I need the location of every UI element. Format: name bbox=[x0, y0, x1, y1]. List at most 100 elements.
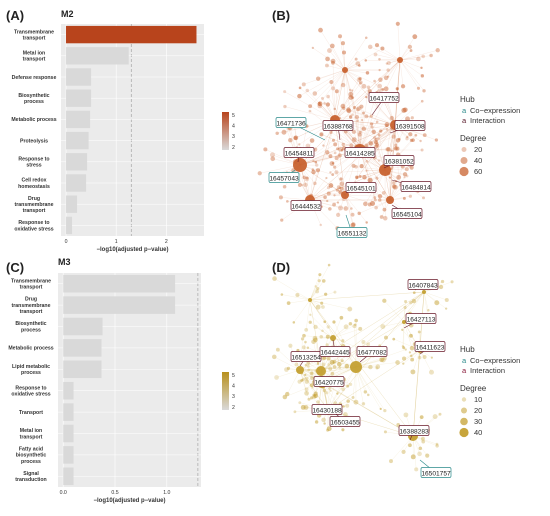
hub-label: 16503455 bbox=[330, 419, 360, 426]
network-edge bbox=[339, 36, 346, 71]
hub-label-box bbox=[398, 425, 430, 436]
network-edge bbox=[361, 124, 396, 167]
network-edge bbox=[399, 59, 404, 87]
network-node bbox=[320, 301, 324, 305]
hub-label-box bbox=[414, 341, 446, 352]
network-node bbox=[348, 88, 352, 92]
network-node bbox=[365, 95, 368, 99]
network-node bbox=[354, 318, 358, 323]
network-node bbox=[358, 326, 363, 331]
network-edge bbox=[276, 369, 301, 378]
network-node bbox=[321, 279, 326, 283]
category-label: Response to bbox=[15, 385, 46, 391]
network-edge bbox=[359, 125, 387, 151]
bar bbox=[63, 339, 102, 357]
hub-edge bbox=[321, 291, 425, 383]
network-node bbox=[364, 143, 369, 148]
network-node bbox=[280, 218, 284, 222]
network-edge bbox=[387, 59, 401, 77]
hub-edge bbox=[321, 381, 414, 437]
network-node bbox=[303, 182, 308, 188]
network-node bbox=[313, 181, 317, 186]
network-edge bbox=[309, 280, 324, 301]
network-node bbox=[304, 340, 307, 344]
network-node bbox=[333, 401, 338, 406]
legend-degree-label: 40 bbox=[474, 156, 482, 165]
network-node bbox=[343, 206, 349, 211]
category-label: Metal ion bbox=[20, 428, 42, 434]
category-label: transmembrane bbox=[12, 303, 51, 309]
network-edge bbox=[309, 187, 340, 201]
network-edge bbox=[284, 106, 336, 121]
network-edge bbox=[319, 69, 346, 105]
network-node bbox=[354, 175, 359, 180]
network-node bbox=[366, 85, 371, 90]
network-edge bbox=[359, 121, 394, 151]
network-node bbox=[385, 128, 389, 131]
network-node bbox=[307, 364, 310, 368]
network-edge bbox=[349, 89, 361, 151]
hub-label: 16391508 bbox=[395, 123, 425, 130]
network-node bbox=[350, 207, 353, 210]
network-node bbox=[385, 147, 390, 152]
network-node bbox=[331, 138, 336, 142]
network-node bbox=[318, 273, 322, 277]
colorbar-tick: 2 bbox=[232, 145, 235, 151]
network-node bbox=[359, 163, 364, 169]
network-node bbox=[327, 263, 331, 267]
network-edge bbox=[334, 115, 372, 121]
network-node bbox=[328, 154, 333, 159]
hub-edge bbox=[309, 124, 396, 201]
network-node bbox=[305, 88, 309, 93]
network-node bbox=[350, 222, 356, 228]
hub-edge bbox=[412, 349, 421, 437]
legend-hub-label: Interaction bbox=[470, 116, 505, 125]
network-node bbox=[343, 412, 348, 417]
network-node bbox=[304, 376, 309, 381]
hub-label: 16444532 bbox=[291, 203, 321, 210]
network-edge bbox=[403, 321, 413, 349]
network-node bbox=[440, 279, 445, 284]
network-edge bbox=[355, 366, 386, 411]
network-node bbox=[311, 46, 315, 50]
network-node bbox=[402, 356, 407, 361]
network-node bbox=[284, 367, 289, 372]
x-tick-label: 0.5 bbox=[111, 490, 118, 496]
network-node bbox=[396, 87, 399, 91]
x-tick-label: 0 bbox=[65, 239, 68, 245]
network-node bbox=[366, 342, 371, 347]
network-m2: 16417752 16471736 16388768 16391508 16414285… bbox=[257, 21, 440, 238]
network-edge bbox=[355, 366, 364, 404]
network-node bbox=[300, 337, 305, 341]
hub-label: 16420775 bbox=[314, 379, 344, 386]
hub-label-box bbox=[275, 117, 307, 128]
network-node bbox=[422, 196, 426, 200]
hub-edge bbox=[309, 291, 425, 301]
legend-degree-title: Degree bbox=[460, 384, 487, 393]
category-label: stress bbox=[26, 163, 41, 169]
network-node bbox=[294, 362, 299, 367]
network-node bbox=[322, 144, 325, 147]
network-edge bbox=[326, 65, 346, 71]
network-node bbox=[298, 86, 302, 90]
network-node bbox=[401, 328, 404, 331]
x-axis-label: −log10(adjusted p−value) bbox=[96, 247, 168, 253]
network-node bbox=[386, 68, 390, 72]
network-node bbox=[358, 175, 362, 178]
network-edge bbox=[309, 288, 318, 301]
network-node bbox=[305, 143, 311, 149]
hub-node bbox=[350, 361, 362, 373]
hub-node bbox=[293, 158, 307, 172]
network-node bbox=[288, 137, 293, 143]
network-edge bbox=[355, 349, 406, 368]
network-node bbox=[305, 176, 309, 180]
network-node bbox=[315, 304, 321, 310]
network-node bbox=[381, 88, 385, 91]
network-node bbox=[365, 71, 370, 75]
network-edge bbox=[332, 163, 346, 196]
network-edge bbox=[399, 59, 419, 89]
network-edge bbox=[309, 294, 326, 301]
category-label: Drug bbox=[25, 297, 37, 303]
network-node bbox=[386, 147, 391, 152]
